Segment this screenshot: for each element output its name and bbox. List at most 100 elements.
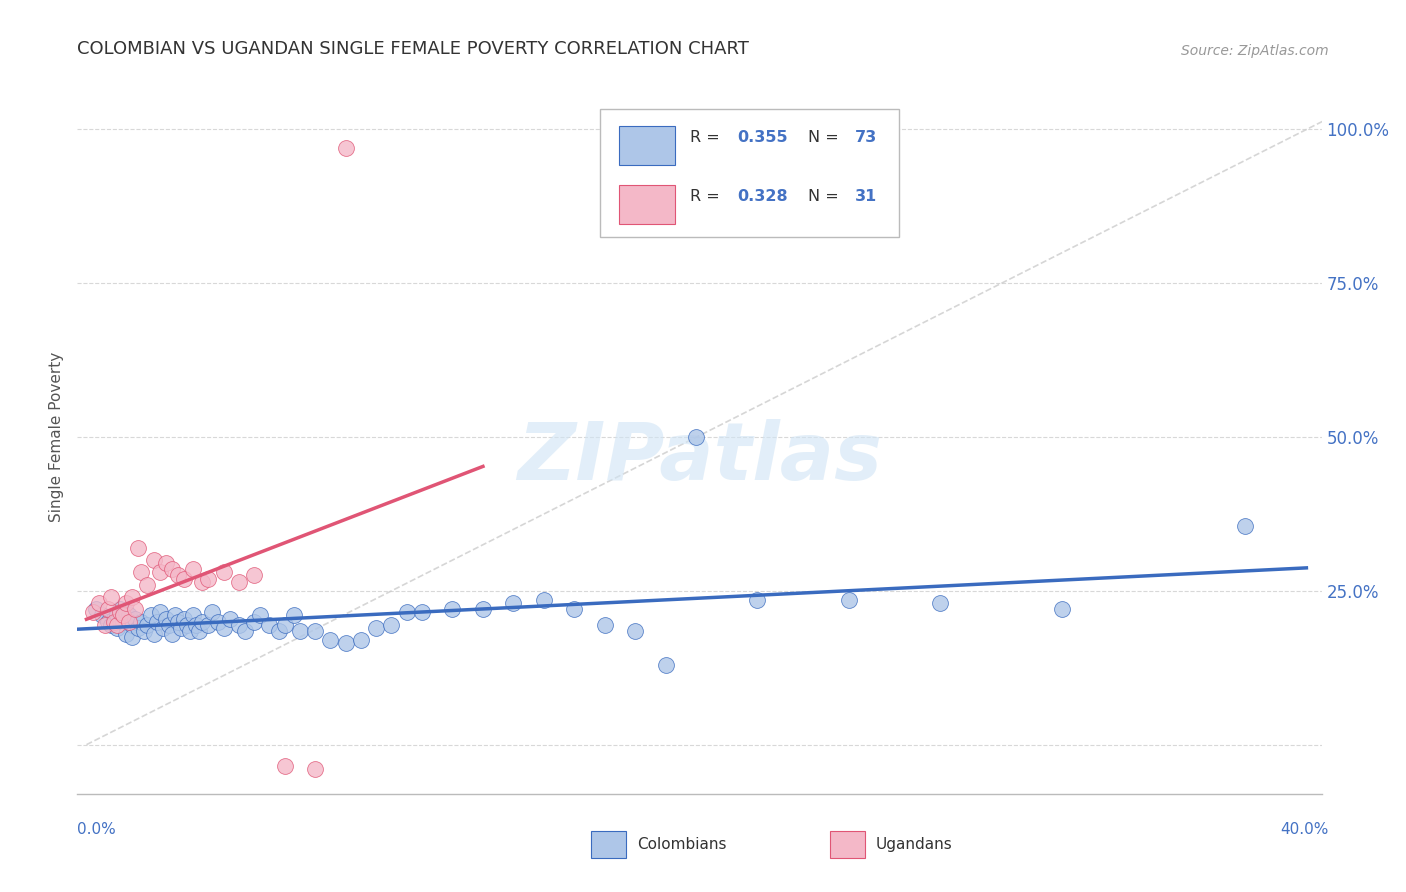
Point: [685, 430, 707, 444]
Point: [1052, 602, 1074, 616]
Point: [747, 593, 769, 607]
Point: [100, 617, 122, 632]
Point: [283, 608, 305, 623]
Point: [181, 562, 204, 576]
Point: [218, 611, 240, 625]
Point: [176, 617, 198, 632]
Point: [127, 541, 149, 555]
Point: [288, 624, 311, 638]
Text: COLOMBIAN VS UGANDAN SINGLE FEMALE POVERTY CORRELATION CHART: COLOMBIAN VS UGANDAN SINGLE FEMALE POVER…: [77, 40, 749, 58]
Point: [228, 574, 250, 589]
Point: [149, 606, 172, 620]
Point: [191, 615, 214, 629]
Point: [124, 611, 146, 625]
Point: [197, 617, 219, 632]
Point: [108, 606, 131, 620]
Point: [163, 608, 186, 623]
Point: [149, 566, 172, 580]
Point: [929, 596, 952, 610]
Point: [103, 611, 125, 625]
Text: Source: ZipAtlas.com: Source: ZipAtlas.com: [1181, 44, 1329, 58]
FancyBboxPatch shape: [619, 126, 675, 165]
Text: Ugandans: Ugandans: [876, 838, 953, 852]
Point: [624, 624, 647, 638]
Y-axis label: Single Female Poverty: Single Female Poverty: [49, 352, 65, 522]
Point: [136, 617, 159, 632]
Point: [441, 602, 464, 616]
Point: [115, 596, 138, 610]
Point: [173, 572, 195, 586]
Text: N =: N =: [807, 189, 844, 203]
Text: R =: R =: [689, 129, 724, 145]
Point: [155, 611, 177, 625]
Point: [121, 617, 143, 632]
Point: [186, 617, 208, 632]
Point: [131, 566, 153, 580]
Point: [243, 615, 266, 629]
Point: [350, 633, 373, 648]
Point: [121, 630, 143, 644]
Point: [335, 141, 357, 155]
Point: [233, 624, 256, 638]
Point: [167, 568, 190, 582]
Point: [105, 621, 128, 635]
Point: [249, 608, 271, 623]
Point: [838, 593, 860, 607]
Point: [121, 590, 143, 604]
Point: [335, 636, 357, 650]
Point: [142, 627, 165, 641]
Point: [274, 759, 297, 773]
Point: [181, 608, 204, 623]
Point: [259, 617, 281, 632]
Text: ZIPatlas: ZIPatlas: [517, 419, 882, 498]
FancyBboxPatch shape: [619, 186, 675, 225]
Point: [533, 593, 555, 607]
Text: 40.0%: 40.0%: [1281, 822, 1329, 837]
Point: [304, 762, 326, 776]
Point: [139, 608, 162, 623]
Text: 0.0%: 0.0%: [77, 822, 117, 837]
Point: [502, 596, 524, 610]
Point: [115, 627, 138, 641]
Point: [228, 617, 250, 632]
Point: [160, 562, 183, 576]
Point: [127, 621, 149, 635]
Point: [191, 574, 214, 589]
Point: [124, 602, 146, 616]
Point: [170, 621, 193, 635]
Point: [105, 617, 128, 632]
Point: [274, 617, 297, 632]
Point: [152, 621, 174, 635]
Point: [1234, 519, 1257, 533]
Text: 31: 31: [855, 189, 877, 203]
Text: 0.328: 0.328: [737, 189, 787, 203]
Point: [471, 602, 494, 616]
Point: [115, 606, 138, 620]
Point: [167, 615, 190, 629]
Point: [105, 608, 128, 623]
Point: [655, 657, 678, 672]
Point: [179, 624, 201, 638]
Point: [112, 615, 135, 629]
Point: [304, 624, 326, 638]
Text: Colombians: Colombians: [637, 838, 727, 852]
Point: [207, 615, 229, 629]
Point: [108, 602, 131, 616]
Point: [200, 606, 222, 620]
Point: [267, 624, 290, 638]
Point: [564, 602, 586, 616]
FancyBboxPatch shape: [600, 109, 898, 237]
Point: [411, 606, 433, 620]
Point: [160, 627, 183, 641]
Point: [212, 566, 235, 580]
Point: [87, 596, 110, 610]
Point: [118, 608, 141, 623]
Point: [197, 572, 219, 586]
Point: [97, 602, 120, 616]
Text: 73: 73: [855, 129, 877, 145]
Point: [188, 624, 211, 638]
Point: [97, 615, 120, 629]
Point: [100, 590, 122, 604]
Point: [82, 606, 104, 620]
Point: [118, 615, 141, 629]
